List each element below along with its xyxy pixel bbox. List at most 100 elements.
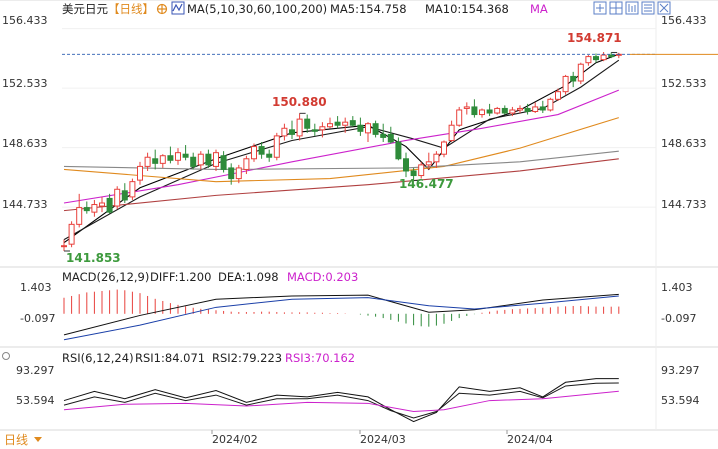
candle-body bbox=[83, 207, 90, 212]
close-icon[interactable] bbox=[657, 1, 671, 15]
candle-body bbox=[418, 164, 425, 177]
price-tick-left-1: 156.433 bbox=[2, 14, 48, 27]
candle-body bbox=[220, 155, 227, 170]
chart-type-icon[interactable] bbox=[625, 1, 639, 15]
candle-body bbox=[342, 121, 349, 126]
candle-body bbox=[517, 107, 523, 111]
price-tick-left-3: 148.633 bbox=[2, 137, 48, 150]
candle-body bbox=[175, 152, 181, 161]
candle-body bbox=[593, 56, 599, 61]
price-tick-right-4: 144.733 bbox=[661, 198, 707, 211]
date-label-apr: 2024/04 bbox=[507, 433, 553, 446]
candle-body bbox=[243, 158, 250, 170]
macd-tick-left-2: -0.097 bbox=[20, 312, 55, 325]
price-tick-left-4: 144.733 bbox=[2, 198, 48, 211]
indicator-select-icon[interactable] bbox=[171, 1, 185, 15]
rsi-tick-right-1: 93.297 bbox=[661, 364, 700, 377]
candle-body bbox=[205, 153, 212, 166]
macd-label: MACD(26,12,9) bbox=[62, 270, 149, 284]
candle-body bbox=[266, 153, 273, 158]
annotation-high-1: 150.880 bbox=[272, 95, 327, 109]
rsi3-line bbox=[63, 390, 619, 413]
candle-body bbox=[106, 197, 113, 213]
price-tick-right-3: 148.633 bbox=[661, 137, 707, 150]
candle-body bbox=[213, 152, 219, 167]
candle-body bbox=[349, 120, 356, 126]
candle-body bbox=[585, 56, 592, 64]
annotation-high-2: 154.871 bbox=[567, 31, 622, 45]
candle-body bbox=[319, 126, 326, 131]
candle-body bbox=[159, 155, 166, 164]
macd-value: MACD:0.203 bbox=[287, 270, 358, 284]
candle-body bbox=[570, 75, 577, 82]
price-tick-left-2: 152.533 bbox=[2, 77, 48, 90]
candle-body bbox=[494, 107, 501, 114]
price-annotations bbox=[64, 51, 618, 252]
candle-body bbox=[600, 54, 607, 61]
candle-body bbox=[532, 106, 539, 113]
annotation-low-2: 146.477 bbox=[399, 177, 454, 191]
moving-average-lines bbox=[63, 53, 620, 244]
rsi-settings-icon[interactable] bbox=[2, 352, 10, 360]
price-tick-right-2: 152.533 bbox=[661, 77, 707, 90]
ma-line-ma10 bbox=[63, 59, 620, 241]
price-grid bbox=[62, 28, 656, 208]
candle-body bbox=[433, 153, 440, 163]
macd-tick-left-1: 1.403 bbox=[20, 281, 52, 294]
ma10-value: MA10:154.368 bbox=[425, 2, 509, 16]
rsi1-line bbox=[63, 378, 619, 423]
symbol-title: 美元日元 bbox=[62, 2, 108, 16]
candle-body bbox=[372, 123, 379, 135]
candle-body bbox=[562, 75, 569, 93]
candle-body bbox=[577, 63, 584, 82]
rsi1-value: RSI1:84.071 bbox=[135, 351, 205, 365]
macd-diff-value: DIFF:1.200 bbox=[150, 270, 211, 284]
ma-label: MA(5,10,30,60,100,200) bbox=[187, 2, 327, 16]
candle-body bbox=[289, 129, 295, 135]
caret-down-icon bbox=[34, 437, 42, 442]
candle-body bbox=[76, 207, 83, 225]
period-switch-button[interactable]: 日线 bbox=[4, 433, 42, 447]
candle-body bbox=[387, 133, 394, 143]
candle-body bbox=[365, 123, 371, 134]
candle-body bbox=[114, 188, 121, 207]
candle-body bbox=[334, 121, 341, 126]
candle-body bbox=[471, 106, 478, 116]
candle-body bbox=[144, 156, 151, 167]
candle-body bbox=[380, 133, 387, 138]
candle-body bbox=[501, 107, 508, 114]
candle-body bbox=[137, 165, 143, 181]
ma-line-ma60 bbox=[63, 117, 619, 183]
candle-body bbox=[91, 204, 98, 213]
candle-body bbox=[395, 141, 402, 160]
annotation-low-1: 141.853 bbox=[66, 251, 121, 265]
macd-dea-value: DEA:1.098 bbox=[218, 270, 279, 284]
candle-body bbox=[463, 106, 470, 109]
candle-body bbox=[539, 106, 546, 111]
candle-body bbox=[99, 202, 105, 207]
grid-icon[interactable] bbox=[609, 1, 623, 15]
ma-line-ma5 bbox=[63, 53, 619, 244]
rsi-label: RSI(6,12,24) bbox=[62, 351, 134, 365]
list-icon[interactable] bbox=[641, 1, 655, 15]
rsi-panel bbox=[63, 378, 619, 423]
candle-body bbox=[403, 158, 409, 172]
candle-body bbox=[448, 124, 455, 141]
period-title[interactable]: 【日线】 bbox=[108, 2, 154, 16]
candle-body bbox=[182, 153, 189, 158]
candle-body bbox=[281, 127, 288, 137]
candle-body bbox=[167, 155, 174, 161]
crosshair-toggle-icon[interactable] bbox=[156, 3, 168, 15]
ma5-value: MA5:154.758 bbox=[330, 2, 407, 16]
candle-body bbox=[304, 118, 311, 129]
period-switch-label: 日线 bbox=[4, 433, 28, 447]
candle-body bbox=[197, 153, 204, 166]
ma-more-label: MA bbox=[530, 2, 548, 16]
candle-body bbox=[228, 167, 235, 180]
candle-body bbox=[273, 135, 280, 158]
candlesticks bbox=[61, 52, 622, 251]
expand-icon[interactable] bbox=[593, 1, 607, 15]
rsi3-value: RSI3:70.162 bbox=[285, 351, 355, 365]
date-label-mar: 2024/03 bbox=[360, 433, 406, 446]
date-label-feb: 2024/02 bbox=[212, 433, 258, 446]
